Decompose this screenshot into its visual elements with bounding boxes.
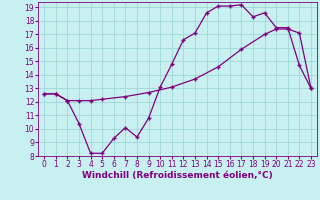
X-axis label: Windchill (Refroidissement éolien,°C): Windchill (Refroidissement éolien,°C) xyxy=(82,171,273,180)
